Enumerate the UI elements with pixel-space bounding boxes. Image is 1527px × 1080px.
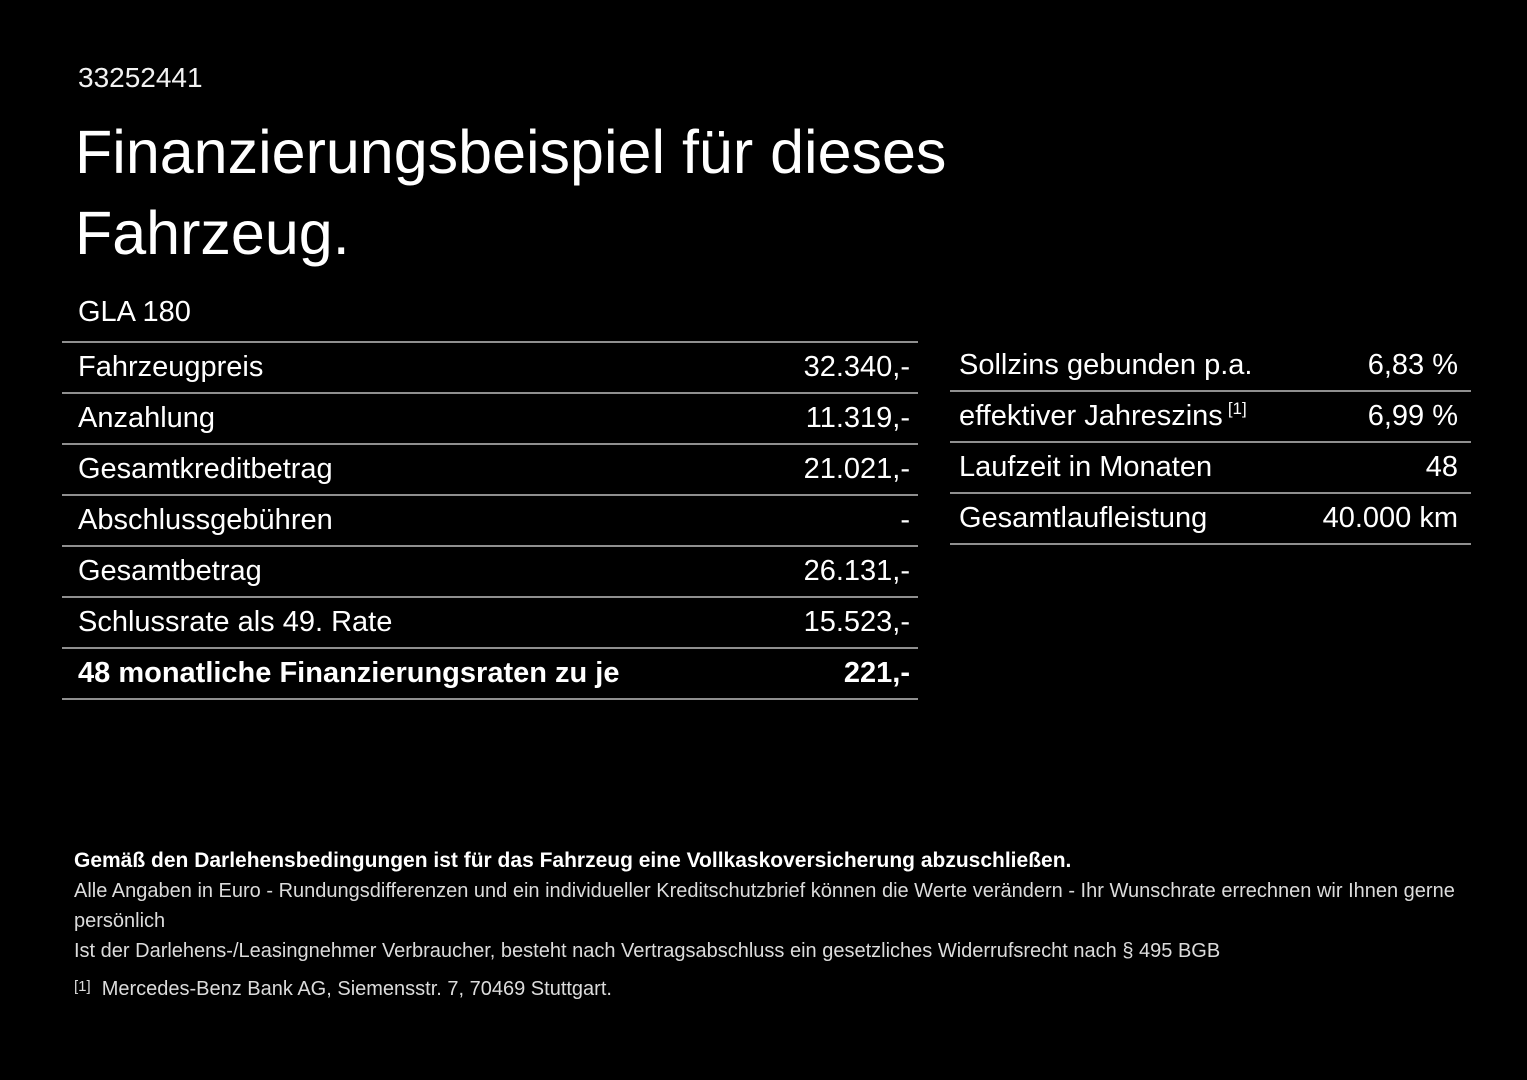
row-label-text: effektiver Jahreszins <box>959 400 1223 432</box>
footer-note-line-1: Alle Angaben in Euro - Rundungsdifferenz… <box>74 880 1455 932</box>
table-row-sollzins: Sollzins gebunden p.a. 6,83 % <box>950 341 1471 392</box>
table-row-anzahlung: Anzahlung 11.319,- <box>62 394 918 445</box>
conditions-table: Sollzins gebunden p.a. 6,83 % effektiver… <box>950 341 1471 545</box>
row-label: effektiver Jahreszins [1] <box>959 399 1247 433</box>
row-label: Sollzins gebunden p.a. <box>959 349 1253 381</box>
footnote-marker: [1] <box>74 978 91 995</box>
table-row-schlussrate: Schlussrate als 49. Rate 15.523,- <box>62 598 918 649</box>
footer-notes: Gemäß den Darlehensbedingungen ist für d… <box>74 846 1527 1006</box>
row-value: 26.131,- <box>803 555 910 587</box>
row-value: 6,99 % <box>1367 400 1458 432</box>
footer-note-line-2: Ist der Darlehens-/Leasingnehmer Verbrau… <box>74 940 1221 962</box>
table-row-effektiver-jahreszins: effektiver Jahreszins [1] 6,99 % <box>950 392 1471 443</box>
row-label: Gesamtlaufleistung <box>959 502 1208 534</box>
insurance-note: Gemäß den Darlehensbedingungen ist für d… <box>74 849 1072 872</box>
row-value: 221,- <box>843 657 910 689</box>
row-label: Anzahlung <box>78 402 216 434</box>
finance-table: Fahrzeugpreis 32.340,- Anzahlung 11.319,… <box>62 341 918 700</box>
footnote: [1] Mercedes-Benz Bank AG, Siemensstr. 7… <box>74 974 1527 1006</box>
row-label: Gesamtkreditbetrag <box>78 453 333 485</box>
footnote-text: Mercedes-Benz Bank AG, Siemensstr. 7, 70… <box>101 978 612 1000</box>
vehicle-model: GLA 180 <box>78 296 191 328</box>
row-label: Schlussrate als 49. Rate <box>78 606 393 638</box>
footnote-reference: [1] <box>1227 399 1247 418</box>
row-value: 21.021,- <box>803 453 910 485</box>
row-value: 15.523,- <box>803 606 910 638</box>
row-value: 6,83 % <box>1367 349 1458 381</box>
row-value: 11.319,- <box>805 402 910 434</box>
row-label: Fahrzeugpreis <box>78 351 264 383</box>
row-label: Laufzeit in Monaten <box>959 451 1213 483</box>
table-row-monatsrate: 48 monatliche Finanzierungsraten zu je 2… <box>62 649 918 700</box>
row-value: 48 <box>1425 451 1458 483</box>
row-value: 40.000 km <box>1322 502 1458 534</box>
table-row-abschlussgebuehren: Abschlussgebühren - <box>62 496 918 547</box>
table-row-laufzeit: Laufzeit in Monaten 48 <box>950 443 1471 494</box>
table-row-gesamtkreditbetrag: Gesamtkreditbetrag 21.021,- <box>62 445 918 496</box>
row-value: 32.340,- <box>803 351 910 383</box>
table-row-gesamtbetrag: Gesamtbetrag 26.131,- <box>62 547 918 598</box>
row-value: - <box>900 504 910 536</box>
table-row-fahrzeugpreis: Fahrzeugpreis 32.340,- <box>62 343 918 394</box>
offer-id: 33252441 <box>78 62 203 93</box>
row-label: Gesamtbetrag <box>78 555 262 587</box>
page-title: Finanzierungsbeispiel für dieses Fahrzeu… <box>75 118 947 267</box>
row-label: Abschlussgebühren <box>78 504 333 536</box>
table-row-gesamtlaufleistung: Gesamtlaufleistung 40.000 km <box>950 494 1471 545</box>
row-label: 48 monatliche Finanzierungsraten zu je <box>78 657 620 689</box>
